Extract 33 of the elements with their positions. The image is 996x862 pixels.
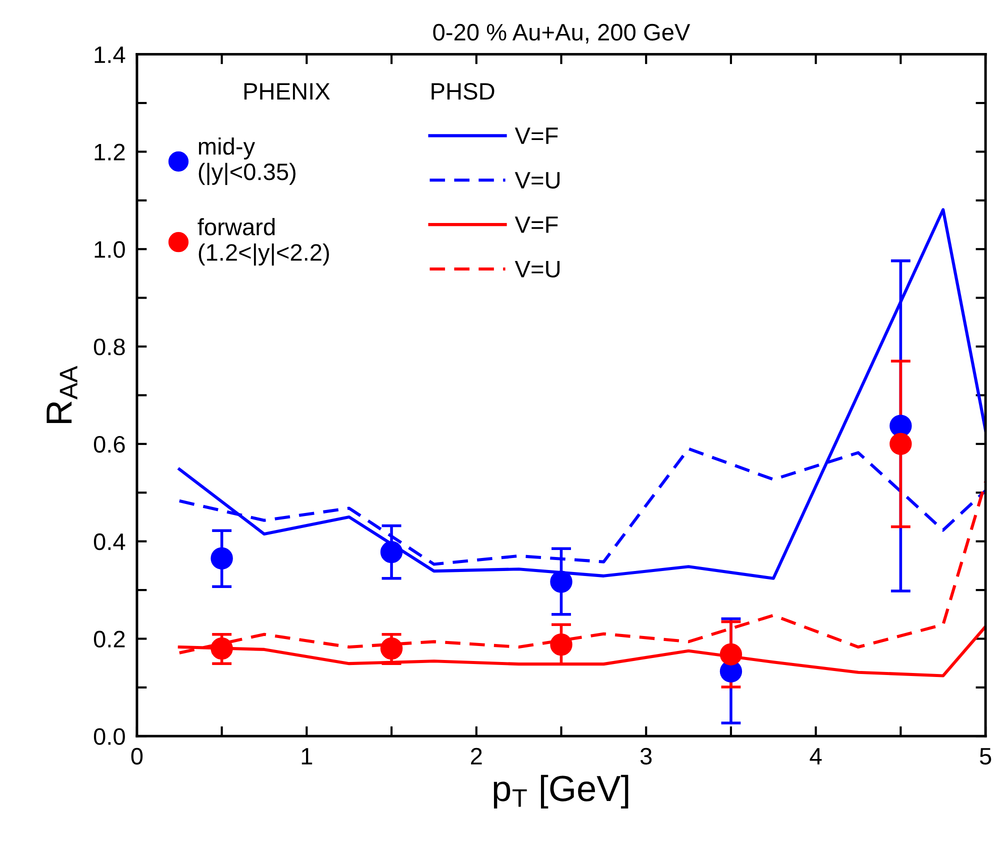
legend-label: V=U bbox=[514, 172, 560, 189]
point bbox=[890, 432, 912, 456]
point bbox=[380, 540, 403, 564]
point bbox=[380, 637, 403, 660]
y-axis-title: R$_{AA}$ bbox=[46, 366, 78, 423]
x-tick-label: 1 bbox=[302, 748, 312, 764]
x-tick-label: 0 bbox=[131, 748, 143, 765]
x-axis-title: p$_{T}$ [GeV] bbox=[494, 774, 628, 808]
y-tick-label: 0.0 bbox=[94, 728, 125, 745]
y-tick-label: 1.0 bbox=[94, 241, 125, 258]
y-tick-label: 0.8 bbox=[94, 338, 125, 356]
annotation: PHSD bbox=[432, 83, 494, 100]
legend-label: mid-y (|y|<0.35) bbox=[198, 137, 296, 185]
point bbox=[720, 643, 742, 666]
x-tick-label: 5 bbox=[980, 748, 992, 765]
annotation: PHENIX bbox=[244, 83, 330, 100]
x-tick-label: 3 bbox=[640, 748, 652, 765]
y-tick-label: 0.4 bbox=[94, 533, 126, 550]
y-tick-label: 1.2 bbox=[94, 144, 125, 160]
x-tick-label: 4 bbox=[810, 748, 822, 764]
point bbox=[550, 633, 572, 656]
legend-label: V=F bbox=[514, 128, 558, 144]
y-tick-label: 0.6 bbox=[94, 436, 125, 453]
chart-title: 0-20 % Au+Au, 200 GeV bbox=[433, 24, 690, 44]
y-tick-label: 0.2 bbox=[94, 630, 125, 648]
legend-label: forward (1.2<|y|<2.2) bbox=[198, 218, 329, 266]
legend-label: V=F bbox=[514, 216, 558, 233]
legend-label: V=U bbox=[514, 261, 560, 278]
x-tick-label: 2 bbox=[471, 748, 482, 764]
point bbox=[210, 547, 233, 570]
point bbox=[550, 570, 572, 593]
y-tick-label: 1.4 bbox=[94, 46, 126, 63]
point bbox=[210, 637, 233, 660]
